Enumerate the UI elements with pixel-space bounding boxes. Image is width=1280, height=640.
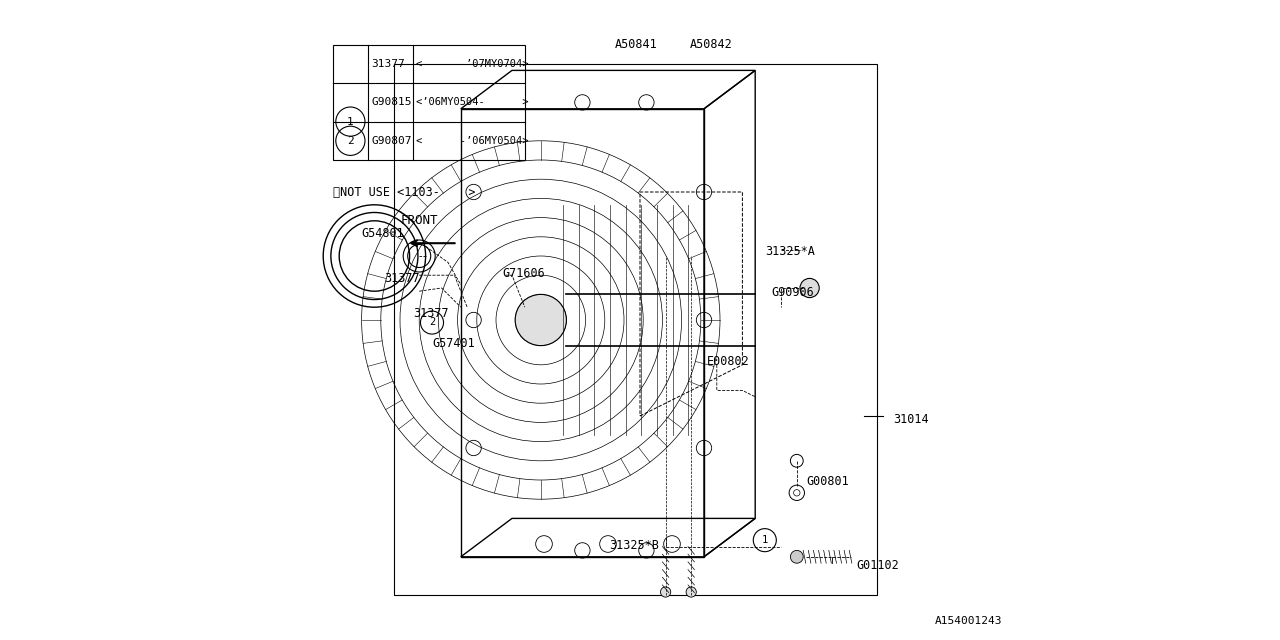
Text: 31377: 31377 bbox=[384, 272, 420, 285]
Text: A50842: A50842 bbox=[690, 38, 732, 51]
Bar bbox=[333, 45, 525, 160]
Text: G57401: G57401 bbox=[433, 337, 475, 350]
Text: G90807: G90807 bbox=[371, 136, 412, 146]
Circle shape bbox=[800, 278, 819, 298]
Text: 2: 2 bbox=[347, 136, 353, 146]
Text: 31014: 31014 bbox=[893, 413, 928, 426]
Text: <’06MY0504-      >: <’06MY0504- > bbox=[416, 97, 529, 108]
Text: G01102: G01102 bbox=[856, 559, 899, 572]
Bar bbox=[394, 64, 877, 595]
Text: G54801: G54801 bbox=[362, 227, 404, 240]
Text: 1: 1 bbox=[762, 534, 768, 545]
Text: 31325*B: 31325*B bbox=[609, 539, 659, 552]
Circle shape bbox=[686, 587, 696, 597]
Text: G71606: G71606 bbox=[502, 268, 545, 280]
Text: 31325*A: 31325*A bbox=[765, 245, 814, 258]
Circle shape bbox=[660, 587, 671, 597]
Text: ※NOT USE <1103-    >: ※NOT USE <1103- > bbox=[333, 186, 475, 198]
Text: <      -’06MY0504>: < -’06MY0504> bbox=[416, 136, 529, 146]
Text: 1: 1 bbox=[347, 116, 353, 127]
Text: A154001243: A154001243 bbox=[934, 616, 1002, 626]
Text: E00802: E00802 bbox=[708, 355, 750, 368]
Text: G90906: G90906 bbox=[771, 286, 814, 299]
Text: 31377: 31377 bbox=[412, 307, 448, 320]
Circle shape bbox=[515, 294, 566, 346]
Text: A50841: A50841 bbox=[614, 38, 657, 51]
Text: FRONT: FRONT bbox=[401, 214, 438, 227]
Text: <      -’07MY0704>: < -’07MY0704> bbox=[416, 59, 529, 69]
Circle shape bbox=[791, 550, 804, 563]
Text: 31377: 31377 bbox=[371, 59, 404, 69]
Text: G90815: G90815 bbox=[371, 97, 412, 108]
Text: G00801: G00801 bbox=[806, 475, 849, 488]
Text: 2: 2 bbox=[429, 317, 435, 327]
